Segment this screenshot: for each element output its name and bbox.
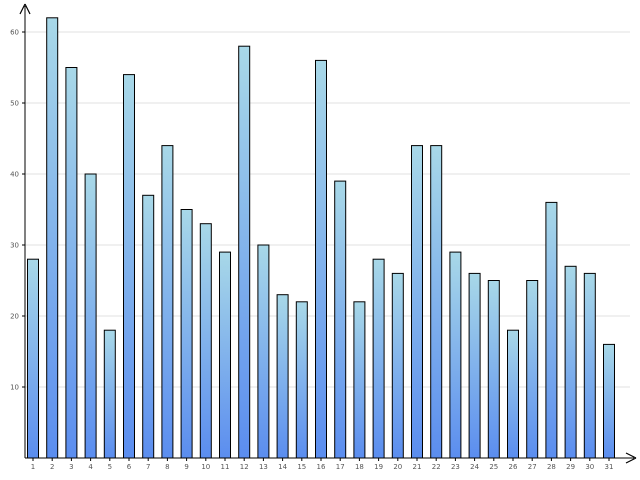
bar-25 <box>487 280 500 459</box>
x-tick-label: 23 <box>451 463 460 471</box>
x-tick-label: 29 <box>566 463 575 471</box>
bar-2 <box>46 17 59 459</box>
x-tick-label: 13 <box>259 463 268 471</box>
x-tick-label: 25 <box>489 463 498 471</box>
x-tick-label: 30 <box>585 463 594 471</box>
bar-27 <box>526 280 539 459</box>
y-tick-label: 40 <box>10 171 19 179</box>
bar-3 <box>65 67 78 459</box>
x-tick-label: 10 <box>201 463 210 471</box>
bar-10 <box>199 223 212 459</box>
bar-12 <box>238 45 251 459</box>
x-tick-label: 1 <box>31 463 35 471</box>
bar-23 <box>449 251 462 459</box>
bar-31 <box>603 343 615 459</box>
x-tick-label: 24 <box>470 463 479 471</box>
bar-14 <box>276 294 289 459</box>
bar-24 <box>468 272 481 459</box>
y-tick-label: 20 <box>10 313 19 321</box>
bar-18 <box>353 301 366 459</box>
bar-13 <box>257 244 270 459</box>
x-tick-label: 15 <box>297 463 306 471</box>
x-tick-label: 14 <box>278 463 287 471</box>
bar-7 <box>142 194 155 459</box>
x-tick-label: 12 <box>240 463 249 471</box>
y-tick-label: 10 <box>10 384 19 392</box>
x-tick-label: 22 <box>432 463 441 471</box>
bar-11 <box>219 251 231 459</box>
x-tick-label: 16 <box>317 463 326 471</box>
x-axis-arrow-icon <box>625 452 637 464</box>
bar-30 <box>583 272 596 459</box>
bar-8 <box>161 145 174 459</box>
x-tick-label: 5 <box>108 463 112 471</box>
bar-5 <box>103 329 116 459</box>
x-tick-label: 17 <box>336 463 345 471</box>
y-tick-label: 30 <box>10 242 19 250</box>
x-tick-label: 18 <box>355 463 364 471</box>
y-axis-arrow-icon <box>19 3 31 15</box>
x-tick-label: 19 <box>374 463 383 471</box>
x-tick-label: 3 <box>69 463 73 471</box>
bar-17 <box>334 180 347 459</box>
x-tick-label: 4 <box>88 463 93 471</box>
bar-22 <box>430 145 443 459</box>
bar-6 <box>123 74 135 459</box>
bar-9 <box>180 209 193 459</box>
x-tick-label: 11 <box>221 463 230 471</box>
bar-1 <box>27 258 39 459</box>
x-tick-label: 9 <box>184 463 188 471</box>
y-tick-label: 50 <box>10 100 19 108</box>
x-tick-label: 28 <box>547 463 556 471</box>
bar-26 <box>507 329 519 459</box>
bar-28 <box>545 201 558 459</box>
x-tick-label: 7 <box>146 463 150 471</box>
x-tick-label: 2 <box>50 463 54 471</box>
y-tick-label: 60 <box>10 29 19 37</box>
x-tick-label: 26 <box>509 463 518 471</box>
x-tick-label: 6 <box>127 463 132 471</box>
x-tick-label: 20 <box>393 463 402 471</box>
x-tick-label: 31 <box>605 463 614 471</box>
bar-15 <box>295 301 308 459</box>
x-tick-label: 27 <box>528 463 537 471</box>
bars <box>27 17 615 459</box>
x-tick-label: 21 <box>413 463 422 471</box>
bar-29 <box>564 265 577 459</box>
bar-21 <box>411 145 423 459</box>
bar-20 <box>391 272 404 459</box>
bar-19 <box>372 258 385 459</box>
x-tick-label: 8 <box>165 463 169 471</box>
bar-4 <box>84 173 97 459</box>
bar-16 <box>315 59 327 459</box>
